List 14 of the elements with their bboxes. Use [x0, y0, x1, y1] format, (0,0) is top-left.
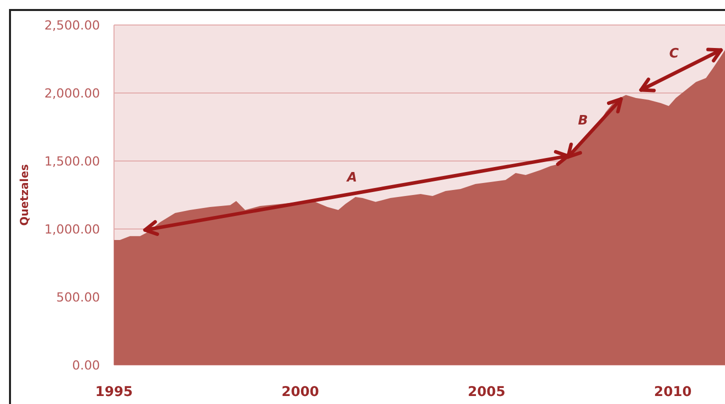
y-tick-label: 1,000.00 [44, 221, 100, 236]
y-tick-label: 500.00 [56, 289, 100, 304]
x-tick-label: 1995 [95, 384, 133, 400]
y-tick-label: 1,500.00 [44, 153, 100, 168]
annotation: C [669, 46, 680, 62]
y-axis-title: Quetzales [18, 164, 31, 226]
x-tick-label: 2005 [468, 384, 506, 400]
y-tick-label: 2,000.00 [44, 85, 100, 100]
x-tick-label: 2000 [281, 384, 320, 400]
annotation: B [578, 114, 588, 129]
y-tick-label: 0.00 [72, 357, 100, 372]
y-tick-label: 2,500.00 [44, 17, 100, 32]
x-tick-label: 2010 [654, 384, 692, 400]
annotation: A [346, 170, 358, 186]
